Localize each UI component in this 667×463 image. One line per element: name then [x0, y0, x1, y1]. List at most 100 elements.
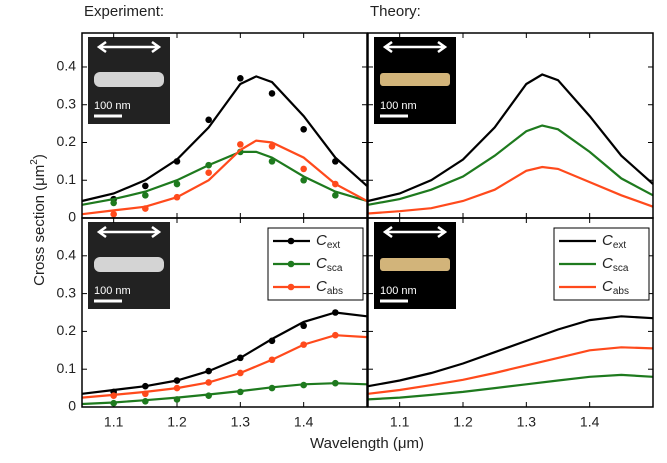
- data-point: [237, 354, 244, 362]
- legend-subscript: sca: [327, 263, 343, 274]
- data-point: [237, 141, 244, 148]
- series-line: [81, 382, 368, 406]
- scale-label: 100 nm: [94, 285, 131, 297]
- y-tick-label: 0.4: [57, 58, 77, 74]
- data-point: [300, 322, 307, 330]
- y-tick-label: 0.1: [57, 171, 77, 187]
- polarization-arrow: [96, 40, 162, 54]
- legend-marker: [287, 237, 295, 245]
- y-tick-label: 0.2: [57, 133, 77, 149]
- data-point: [205, 161, 212, 169]
- y-tick-label: 0.1: [57, 360, 77, 376]
- x-tick-label: 1.4: [294, 414, 314, 430]
- data-point: [268, 337, 276, 345]
- data-point: [268, 356, 276, 364]
- data-point: [332, 331, 339, 339]
- data-point: [173, 193, 181, 201]
- nanorod: [94, 257, 164, 272]
- x-tick-label: 1.3: [231, 414, 251, 430]
- data-point: [332, 180, 339, 188]
- scale-label: 100 nm: [94, 100, 131, 112]
- y-tick-label: 0.3: [57, 284, 77, 300]
- y-label-end: ): [31, 154, 48, 159]
- y-tick-label: 0: [68, 398, 76, 414]
- series-line: [81, 334, 368, 399]
- legend-name: C: [316, 278, 327, 295]
- series-line: [367, 124, 654, 206]
- legend-subscript: abs: [327, 286, 343, 297]
- legend-label: Csca: [602, 255, 629, 274]
- polarization-arrow: [96, 225, 162, 239]
- legend-subscript: sca: [613, 263, 629, 274]
- data-point: [300, 381, 307, 389]
- polarization-arrow: [382, 225, 448, 239]
- series-line: [367, 73, 654, 203]
- data-point: [205, 367, 212, 375]
- data-point: [142, 390, 149, 398]
- legend-marker: [287, 260, 295, 268]
- series-line: [81, 75, 368, 203]
- legend-label: Csca: [316, 255, 343, 274]
- data-point: [205, 379, 212, 386]
- nanorod: [380, 258, 450, 271]
- data-point: [300, 125, 307, 133]
- y-tick-label: 0.3: [57, 95, 77, 111]
- series-line: [81, 150, 368, 206]
- series-line: [367, 315, 654, 388]
- series-line: [81, 139, 368, 216]
- x-tick-label: 1.2: [167, 414, 187, 430]
- scale-label: 100 nm: [380, 285, 417, 297]
- data-point: [205, 392, 212, 399]
- data-point: [173, 396, 181, 403]
- data-point: [110, 399, 117, 407]
- x-axis-label: Wavelength (μm): [310, 435, 424, 452]
- data-point: [237, 75, 244, 82]
- legend-name: C: [602, 255, 613, 272]
- data-point: [268, 384, 276, 392]
- data-point: [332, 158, 339, 165]
- data-point: [268, 158, 276, 165]
- series-line: [367, 346, 654, 395]
- x-tick-label: 1.3: [517, 414, 537, 430]
- data-point: [300, 341, 307, 348]
- y-label-main: Cross section (μm: [31, 165, 48, 286]
- data-point: [332, 309, 339, 316]
- x-tick-label: 1.2: [453, 414, 473, 430]
- data-point: [142, 192, 149, 199]
- series-line: [367, 165, 654, 215]
- legend-subscript: ext: [327, 240, 341, 251]
- plot-frame: [367, 217, 654, 408]
- x-tick-label: 1.1: [104, 414, 124, 430]
- data-point: [300, 176, 307, 184]
- data-point: [110, 392, 117, 399]
- data-point: [142, 182, 149, 190]
- data-point: [205, 169, 212, 176]
- legend-label: Cext: [316, 232, 340, 251]
- data-point: [173, 180, 181, 188]
- scale-label: 100 nm: [380, 100, 417, 112]
- data-point: [300, 165, 307, 173]
- data-point: [142, 205, 149, 212]
- data-point: [205, 116, 212, 124]
- legend-name: C: [602, 278, 613, 295]
- data-point: [142, 382, 149, 390]
- nanorod: [94, 72, 164, 87]
- data-point: [268, 90, 276, 97]
- data-point: [237, 369, 244, 377]
- data-point: [173, 384, 181, 392]
- legend-subscript: ext: [613, 240, 627, 251]
- x-tick-label: 1.1: [390, 414, 410, 430]
- data-point: [332, 192, 339, 199]
- legend-label: Cext: [602, 232, 626, 251]
- legend-label: Cabs: [316, 278, 343, 297]
- data-point: [332, 379, 339, 387]
- legend-label: Cabs: [602, 278, 629, 297]
- data-point: [110, 210, 117, 218]
- legend-name: C: [316, 255, 327, 272]
- panel-title: Theory:: [370, 3, 421, 20]
- series-line: [81, 311, 368, 395]
- y-label-sup: 2: [29, 159, 40, 165]
- polarization-arrow: [382, 40, 448, 54]
